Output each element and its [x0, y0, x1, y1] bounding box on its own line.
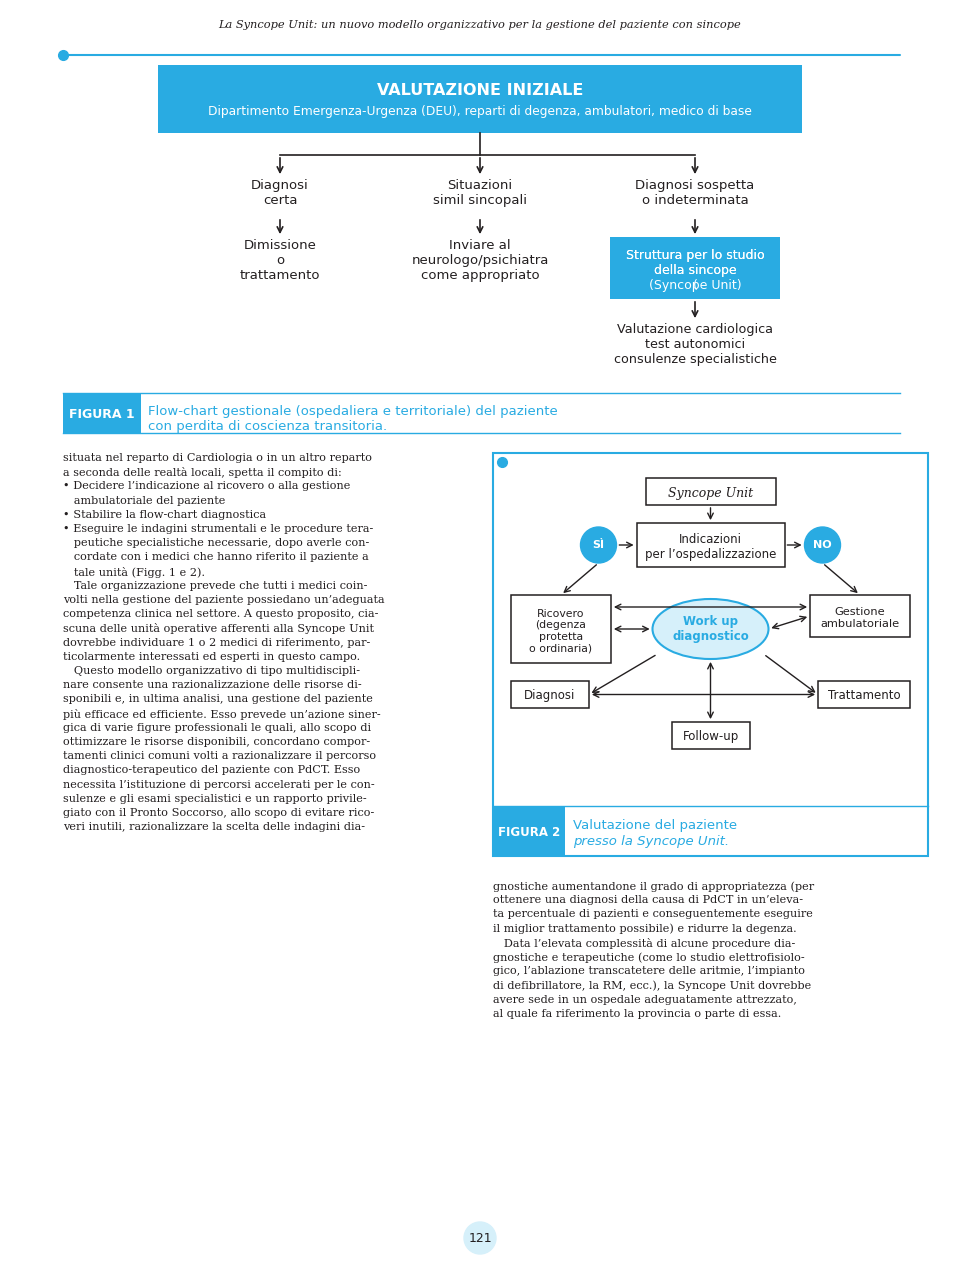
Text: SÌ: SÌ	[592, 540, 605, 550]
Text: Work up
diagnostico: Work up diagnostico	[672, 614, 749, 642]
Text: Valutazione cardiologica
test autonomici
consulenze specialistiche: Valutazione cardiologica test autonomici…	[613, 323, 777, 366]
Text: FIGURA 1: FIGURA 1	[69, 408, 134, 422]
Text: gico, l’ablazione transcatetere delle aritmie, l’impianto: gico, l’ablazione transcatetere delle ar…	[493, 967, 805, 976]
Text: con perdita di coscienza transitoria.: con perdita di coscienza transitoria.	[148, 419, 387, 433]
Text: Situazioni
simil sincopali: Situazioni simil sincopali	[433, 179, 527, 207]
Text: cordate con i medici che hanno riferito il paziente a: cordate con i medici che hanno riferito …	[63, 552, 369, 563]
FancyBboxPatch shape	[511, 680, 589, 708]
Text: necessita l’istituzione di percorsi accelerati per le con-: necessita l’istituzione di percorsi acce…	[63, 779, 374, 789]
Text: veri inutili, razionalizzare la scelta delle indagini dia-: veri inutili, razionalizzare la scelta d…	[63, 822, 365, 832]
Text: Dipartimento Emergenza-Urgenza (DEU), reparti di degenza, ambulatori, medico di : Dipartimento Emergenza-Urgenza (DEU), re…	[208, 105, 752, 118]
Text: VALUTAZIONE INIZIALE: VALUTAZIONE INIZIALE	[377, 84, 583, 98]
Text: tale unità (Figg. 1 e 2).: tale unità (Figg. 1 e 2).	[63, 566, 205, 578]
Text: Diagnosi
certa: Diagnosi certa	[252, 179, 309, 207]
Text: Diagnosi: Diagnosi	[524, 689, 576, 702]
Ellipse shape	[653, 599, 769, 659]
FancyBboxPatch shape	[493, 806, 565, 856]
Text: Indicazioni
per l’ospedalizzazione: Indicazioni per l’ospedalizzazione	[645, 533, 777, 561]
Text: gica di varie figure professionali le quali, allo scopo di: gica di varie figure professionali le qu…	[63, 722, 372, 732]
Text: gnostiche e terapeutiche (come lo studio elettrofisiolo-: gnostiche e terapeutiche (come lo studio…	[493, 952, 804, 963]
Text: Dimissione
o
trattamento: Dimissione o trattamento	[240, 239, 321, 283]
Text: presso la Syncope Unit.: presso la Syncope Unit.	[573, 835, 730, 848]
Text: di defibrillatore, la RM, ecc.), la Syncope Unit dovrebbe: di defibrillatore, la RM, ecc.), la Sync…	[493, 981, 811, 991]
Text: nare consente una razionalizzazione delle risorse di-: nare consente una razionalizzazione dell…	[63, 680, 362, 691]
Circle shape	[804, 527, 841, 563]
Text: competenza clinica nel settore. A questo proposito, cia-: competenza clinica nel settore. A questo…	[63, 609, 378, 620]
FancyBboxPatch shape	[511, 595, 611, 663]
Text: NO: NO	[813, 540, 831, 550]
FancyBboxPatch shape	[63, 393, 141, 433]
Text: al quale fa riferimento la provincia o parte di essa.: al quale fa riferimento la provincia o p…	[493, 1009, 781, 1019]
Text: più efficace ed efficiente. Esso prevede un’azione siner-: più efficace ed efficiente. Esso prevede…	[63, 708, 380, 720]
Text: ottenere una diagnosi della causa di PdCT in un’eleva-: ottenere una diagnosi della causa di PdC…	[493, 896, 803, 905]
Text: • Eseguire le indagini strumentali e le procedure tera-: • Eseguire le indagini strumentali e le …	[63, 525, 373, 533]
Text: ticolarmente interessati ed esperti in questo campo.: ticolarmente interessati ed esperti in q…	[63, 651, 360, 661]
FancyBboxPatch shape	[636, 523, 784, 568]
Text: peutiche specialistiche necessarie, dopo averle con-: peutiche specialistiche necessarie, dopo…	[63, 538, 370, 549]
Circle shape	[464, 1221, 496, 1254]
Text: ta percentuale di pazienti e conseguentemente eseguire: ta percentuale di pazienti e conseguente…	[493, 910, 813, 920]
Text: 121: 121	[468, 1232, 492, 1244]
Text: scuna delle unità operative afferenti alla Syncope Unit: scuna delle unità operative afferenti al…	[63, 623, 374, 635]
FancyBboxPatch shape	[158, 65, 802, 133]
Text: Questo modello organizzativo di tipo multidiscipli-: Questo modello organizzativo di tipo mul…	[63, 666, 360, 677]
Text: • Decidere l’indicazione al ricovero o alla gestione: • Decidere l’indicazione al ricovero o a…	[63, 481, 350, 492]
Text: Data l’elevata complessità di alcune procedure dia-: Data l’elevata complessità di alcune pro…	[493, 938, 795, 949]
Text: sulenze e gli esami specialistici e un rapporto privile-: sulenze e gli esami specialistici e un r…	[63, 794, 367, 803]
Text: Struttura per lo studio
della sincope
(Syncope Unit): Struttura per lo studio della sincope (S…	[626, 250, 764, 291]
FancyBboxPatch shape	[610, 237, 780, 299]
Text: a seconda delle realtà locali, spetta il compito di:: a seconda delle realtà locali, spetta il…	[63, 468, 342, 478]
FancyBboxPatch shape	[645, 478, 776, 506]
Text: Inviare al
neurologo/psichiatra
come appropriato: Inviare al neurologo/psichiatra come app…	[411, 239, 549, 283]
Text: La Syncope Unit: un nuovo modello organizzativo per la gestione del paziente con: La Syncope Unit: un nuovo modello organi…	[219, 20, 741, 30]
Text: ambulatoriale del paziente: ambulatoriale del paziente	[63, 495, 226, 506]
Text: Follow-up: Follow-up	[683, 730, 738, 742]
Text: sponibili e, in ultima analisi, una gestione del paziente: sponibili e, in ultima analisi, una gest…	[63, 694, 372, 704]
FancyBboxPatch shape	[671, 722, 750, 749]
Text: FIGURA 2: FIGURA 2	[498, 826, 560, 840]
Text: volti nella gestione del paziente possiedano un’adeguata: volti nella gestione del paziente possie…	[63, 595, 385, 606]
Text: gnostiche aumentandone il grado di appropriatezza (per: gnostiche aumentandone il grado di appro…	[493, 881, 814, 892]
Text: avere sede in un ospedale adeguatamente attrezzato,: avere sede in un ospedale adeguatamente …	[493, 995, 797, 1005]
FancyBboxPatch shape	[810, 595, 910, 637]
Text: giato con il Pronto Soccorso, allo scopo di evitare rico-: giato con il Pronto Soccorso, allo scopo…	[63, 808, 374, 818]
Text: Flow-chart gestionale (ospedaliera e territoriale) del paziente: Flow-chart gestionale (ospedaliera e ter…	[148, 405, 558, 418]
Text: • Stabilire la flow-chart diagnostica: • Stabilire la flow-chart diagnostica	[63, 509, 266, 519]
Text: dovrebbe individuare 1 o 2 medici di riferimento, par-: dovrebbe individuare 1 o 2 medici di rif…	[63, 637, 371, 647]
Text: Struttura per lo studio
della sincope
(: Struttura per lo studio della sincope (	[626, 250, 764, 291]
Text: tamenti clinici comuni volti a razionalizzare il percorso: tamenti clinici comuni volti a razionali…	[63, 751, 376, 761]
Text: Valutazione del paziente: Valutazione del paziente	[573, 818, 737, 832]
Text: Gestione
ambulatoriale: Gestione ambulatoriale	[821, 607, 900, 628]
Text: diagnostico-terapeutico del paziente con PdCT. Esso: diagnostico-terapeutico del paziente con…	[63, 765, 360, 775]
Circle shape	[581, 527, 616, 563]
Text: ottimizzare le risorse disponibili, concordano compor-: ottimizzare le risorse disponibili, conc…	[63, 737, 371, 748]
Text: Trattamento: Trattamento	[828, 689, 900, 702]
Text: Tale organizzazione prevede che tutti i medici coin-: Tale organizzazione prevede che tutti i …	[63, 580, 368, 590]
Text: Syncope Unit: Syncope Unit	[668, 487, 753, 500]
FancyBboxPatch shape	[493, 454, 928, 856]
Text: il miglior trattamento possibile) e ridurre la degenza.: il miglior trattamento possibile) e ridu…	[493, 924, 797, 934]
FancyBboxPatch shape	[818, 680, 910, 708]
Text: Diagnosi sospetta
o indeterminata: Diagnosi sospetta o indeterminata	[636, 179, 755, 207]
Text: situata nel reparto di Cardiologia o in un altro reparto: situata nel reparto di Cardiologia o in …	[63, 454, 372, 462]
Text: Ricovero
(degenza
protetta
o ordinaria): Ricovero (degenza protetta o ordinaria)	[529, 608, 592, 654]
